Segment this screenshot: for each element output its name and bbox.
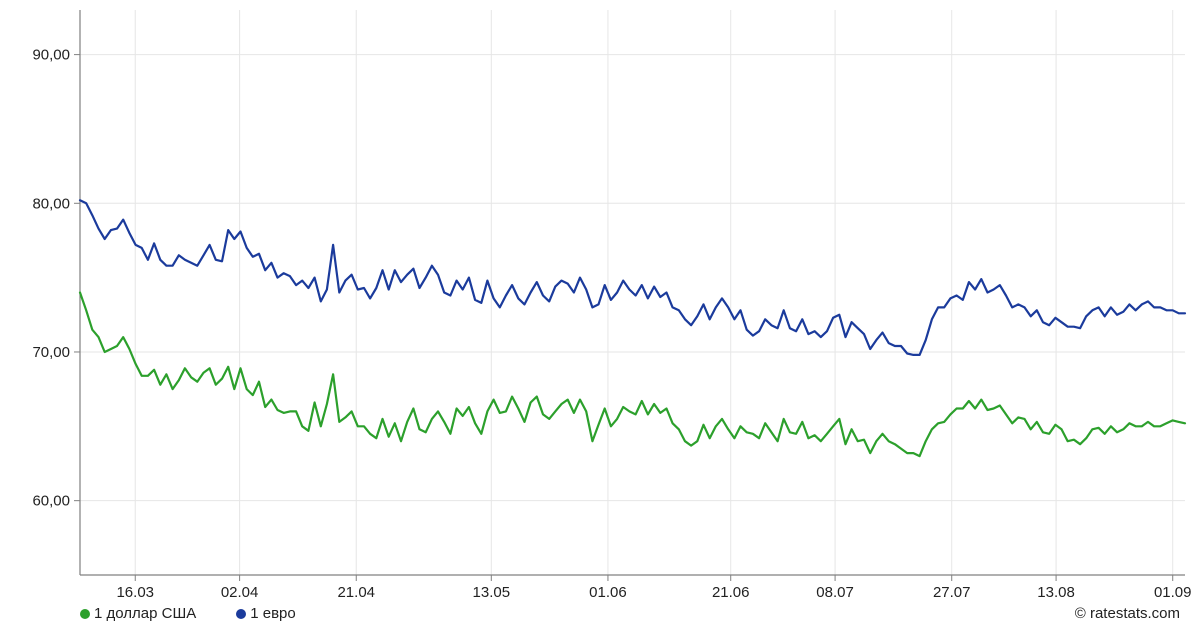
- legend-dot-icon: [80, 609, 90, 619]
- legend-label-eur: 1 евро: [250, 605, 296, 622]
- exchange-rate-chart: 60,00 70,00 80,00 90,00 16.03 02.04 21.04 13.05…: [0, 0, 1200, 630]
- svg-text:21.04: 21.04: [337, 584, 375, 601]
- legend-dot-icon: [236, 609, 246, 619]
- svg-text:21.06: 21.06: [712, 584, 750, 601]
- svg-text:01.09: 01.09: [1154, 584, 1192, 601]
- svg-text:70,00: 70,00: [32, 344, 70, 361]
- svg-text:90,00: 90,00: [32, 47, 70, 64]
- svg-text:13.08: 13.08: [1037, 584, 1075, 601]
- copyright-text: © ratestats.com: [1075, 605, 1180, 622]
- legend: 1 доллар США 1 евро: [80, 605, 296, 622]
- svg-text:13.05: 13.05: [473, 584, 511, 601]
- legend-item-usd: 1 доллар США: [80, 605, 196, 622]
- svg-text:27.07: 27.07: [933, 584, 971, 601]
- svg-text:60,00: 60,00: [32, 493, 70, 510]
- svg-text:08.07: 08.07: [816, 584, 854, 601]
- svg-text:02.04: 02.04: [221, 584, 259, 601]
- svg-text:16.03: 16.03: [116, 584, 154, 601]
- legend-item-eur: 1 евро: [236, 605, 296, 622]
- legend-label-usd: 1 доллар США: [94, 605, 196, 622]
- svg-text:01.06: 01.06: [589, 584, 627, 601]
- chart-canvas: 60,00 70,00 80,00 90,00 16.03 02.04 21.04 13.05…: [0, 0, 1200, 630]
- svg-text:80,00: 80,00: [32, 195, 70, 212]
